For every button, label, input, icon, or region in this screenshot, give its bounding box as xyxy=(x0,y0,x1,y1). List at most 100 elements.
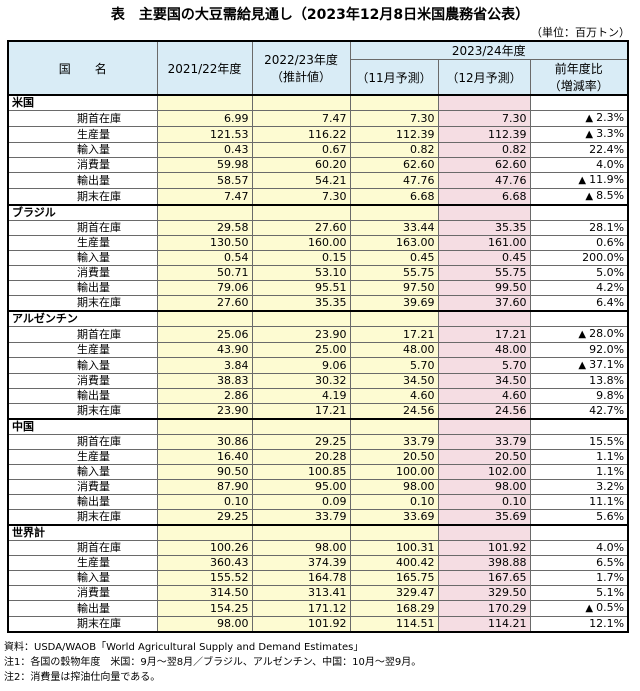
value-nov-forecast: 20.50 xyxy=(349,449,439,465)
section-header-cell xyxy=(437,524,531,541)
table-row: 輸出量 0.10 0.09 0.10 0.10 11.1% xyxy=(7,494,629,510)
yoy-change-value: 22.4% xyxy=(589,143,625,156)
yoy-change-cell: 6.4% xyxy=(529,295,629,312)
value-2022-23: 164.78 xyxy=(251,570,351,586)
decrease-triangle-icon: ▲ xyxy=(578,175,587,186)
yoy-change-value: 4.2% xyxy=(596,281,625,294)
value-dec-forecast: 7.30 xyxy=(437,110,531,127)
table-row: 輸入量 0.43 0.67 0.82 0.82 22.4% xyxy=(7,142,629,158)
yoy-change-cell: 9.8% xyxy=(529,388,629,404)
value-2022-23: 20.28 xyxy=(251,449,351,465)
value-2021-22: 98.00 xyxy=(156,616,253,633)
row-label: 期首在庫 xyxy=(7,434,158,450)
yoy-change-cell: 1.7% xyxy=(529,570,629,586)
yoy-change-cell: 5.6% xyxy=(529,509,629,526)
yoy-change-value: 5.1% xyxy=(596,586,625,599)
value-2022-23: 23.90 xyxy=(251,326,351,343)
section-header-cell xyxy=(156,94,253,111)
yoy-change-cell: 42.7% xyxy=(529,403,629,420)
value-nov-forecast: 62.60 xyxy=(349,157,439,173)
value-dec-forecast: 0.10 xyxy=(437,494,531,510)
value-2022-23: 374.39 xyxy=(251,555,351,571)
value-2021-22: 43.90 xyxy=(156,342,253,358)
value-nov-forecast: 163.00 xyxy=(349,235,439,251)
section-name: 中国 xyxy=(7,418,158,435)
value-2022-23: 95.51 xyxy=(251,280,351,296)
section-header-row: アルゼンチン xyxy=(7,310,629,327)
value-nov-forecast: 6.68 xyxy=(349,188,439,206)
value-dec-forecast: 35.35 xyxy=(437,220,531,236)
value-2021-22: 16.40 xyxy=(156,449,253,465)
section-header-cell xyxy=(349,204,439,221)
value-dec-forecast: 48.00 xyxy=(437,342,531,358)
table-row: 消費量 38.83 30.32 34.50 34.50 13.8% xyxy=(7,373,629,389)
row-label: 期首在庫 xyxy=(7,326,158,343)
value-nov-forecast: 98.00 xyxy=(349,479,439,495)
header-yoy-line2: （増減率） xyxy=(548,79,609,93)
yoy-change-cell: 200.0% xyxy=(529,250,629,266)
value-dec-forecast: 398.88 xyxy=(437,555,531,571)
table-row: 期首在庫 100.26 98.00 100.31 101.92 4.0% xyxy=(7,540,629,556)
yoy-change-value: 2.3% xyxy=(596,111,625,124)
value-dec-forecast: 98.00 xyxy=(437,479,531,495)
section-header-row: 米国 xyxy=(7,94,629,111)
table-row: 生産量 121.53 116.22 112.39 112.39 ▲ 3.3% xyxy=(7,126,629,143)
section-header-cell xyxy=(156,204,253,221)
section-header-cell xyxy=(156,524,253,541)
header-2021-22: 2021/22年度 xyxy=(156,40,253,96)
value-dec-forecast: 34.50 xyxy=(437,373,531,389)
row-label: 輸入量 xyxy=(7,250,158,266)
section-header-cell xyxy=(529,524,629,541)
yoy-change-cell: ▲ 0.5% xyxy=(529,600,629,617)
table-row: 輸入量 3.84 9.06 5.70 5.70 ▲ 37.1% xyxy=(7,357,629,374)
decrease-triangle-icon: ▲ xyxy=(585,603,594,614)
table-row: 生産量 360.43 374.39 400.42 398.88 6.5% xyxy=(7,555,629,571)
header-yoy-change: 前年度比 （増減率） xyxy=(529,59,629,96)
section-header-cell xyxy=(349,418,439,435)
notes: 資料：USDA/WAOB「World Agricultural Supply a… xyxy=(4,640,421,685)
value-2022-23: 100.85 xyxy=(251,464,351,480)
decrease-triangle-icon: ▲ xyxy=(585,113,594,124)
yoy-change-value: 28.1% xyxy=(589,221,625,234)
value-dec-forecast: 114.21 xyxy=(437,616,531,633)
section-header-cell xyxy=(437,204,531,221)
value-2021-22: 7.47 xyxy=(156,188,253,206)
row-label: 消費量 xyxy=(7,585,158,601)
yoy-change-value: 0.5% xyxy=(596,601,625,614)
value-nov-forecast: 0.45 xyxy=(349,250,439,266)
value-2022-23: 35.35 xyxy=(251,295,351,312)
yoy-change-cell: 5.1% xyxy=(529,585,629,601)
yoy-change-value: 42.7% xyxy=(589,404,625,417)
yoy-change-cell: ▲ 11.9% xyxy=(529,172,629,189)
header-2022-23: 2022/23年度 （推計値） xyxy=(251,40,351,96)
value-2021-22: 79.06 xyxy=(156,280,253,296)
yoy-change-value: 6.5% xyxy=(596,556,625,569)
value-2022-23: 0.15 xyxy=(251,250,351,266)
value-nov-forecast: 400.42 xyxy=(349,555,439,571)
value-2021-22: 29.25 xyxy=(156,509,253,526)
value-nov-forecast: 7.30 xyxy=(349,110,439,127)
row-label: 生産量 xyxy=(7,126,158,143)
header-2022-23-year: 2022/23年度 xyxy=(264,53,338,67)
table-row: 消費量 59.98 60.20 62.60 62.60 4.0% xyxy=(7,157,629,173)
yoy-change-value: 6.4% xyxy=(596,296,625,309)
table-row: 消費量 87.90 95.00 98.00 98.00 3.2% xyxy=(7,479,629,495)
yoy-change-cell: ▲ 2.3% xyxy=(529,110,629,127)
value-nov-forecast: 17.21 xyxy=(349,326,439,343)
note-2: 注2：消費量は搾油仕向量である。 xyxy=(4,672,161,683)
table-row: 期首在庫 25.06 23.90 17.21 17.21 ▲ 28.0% xyxy=(7,326,629,343)
yoy-change-cell: 1.1% xyxy=(529,449,629,465)
value-dec-forecast: 112.39 xyxy=(437,126,531,143)
section-header-cell xyxy=(437,310,531,327)
section-name: アルゼンチン xyxy=(7,310,158,327)
note-1: 注1：各国の穀物年度 米国：9月～翌8月／ブラジル、アルゼンチン、中国：10月～… xyxy=(4,657,422,668)
row-label: 期首在庫 xyxy=(7,110,158,127)
value-2021-22: 6.99 xyxy=(156,110,253,127)
table-row: 期末在庫 23.90 17.21 24.56 24.56 42.7% xyxy=(7,403,629,420)
value-nov-forecast: 97.50 xyxy=(349,280,439,296)
table-title: 表 主要国の大豆需給見通し（2023年12月8日米国農務省公表） xyxy=(110,7,530,23)
value-2022-23: 4.19 xyxy=(251,388,351,404)
yoy-change-value: 1.1% xyxy=(596,450,625,463)
value-nov-forecast: 100.00 xyxy=(349,464,439,480)
value-2021-22: 154.25 xyxy=(156,600,253,617)
